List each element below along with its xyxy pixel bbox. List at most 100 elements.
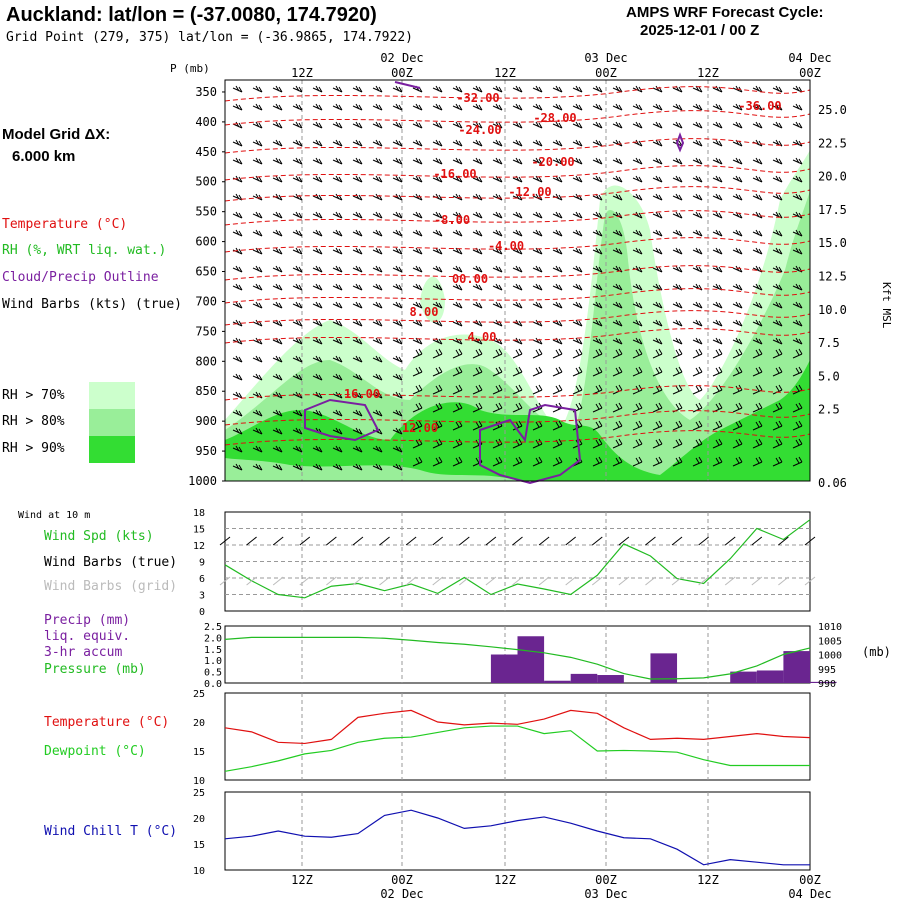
wind-barb [572, 193, 583, 201]
surface-wind-barb [326, 536, 337, 546]
wind-barb [292, 211, 303, 219]
temperature-contour [224, 385, 811, 401]
wind-barb [492, 157, 503, 165]
wind-barb [412, 384, 423, 395]
wind-barb [412, 337, 423, 345]
wind-barb [372, 463, 383, 471]
wind-barb [772, 438, 783, 449]
pressure-tick-label: 1005 [818, 636, 842, 647]
kft-tick-label: 17.5 [818, 203, 847, 217]
wind-barb [752, 402, 763, 413]
wind-barb [392, 283, 403, 291]
wind-barb [572, 348, 583, 359]
wind-barb [612, 229, 623, 237]
wind-barb [292, 247, 303, 255]
wind-barb [452, 366, 463, 377]
wind-barb [432, 366, 443, 377]
wind-barb [352, 283, 363, 291]
rh-legend: RH (%, WRT liq. wat.) [2, 243, 167, 258]
wind-barb [732, 438, 743, 449]
wind-barb [372, 355, 383, 363]
wind-barb [452, 301, 463, 309]
grid-wind-barb [591, 576, 603, 586]
wind-tick-label: 9 [199, 558, 205, 569]
wind-barb [412, 348, 423, 359]
wind-barb [672, 438, 683, 449]
wind-barb [372, 445, 383, 453]
wind-barb [572, 85, 583, 93]
wind-barb [672, 193, 683, 201]
wind-barb [292, 103, 303, 111]
wind-barb [412, 438, 423, 449]
wind-barb [752, 438, 763, 449]
wind-barb [732, 456, 743, 467]
wind-legend: Wind Barbs (kts) (true) [2, 297, 183, 312]
temperature-line [224, 709, 811, 745]
surface-wind-barb [272, 536, 284, 546]
temperature-tick-label: 25 [193, 689, 205, 700]
wind-barb [312, 211, 323, 219]
wind-barb [572, 337, 583, 345]
wind-barb [612, 456, 623, 467]
wind-barb [532, 265, 543, 273]
temperature-contour-label: -12.00 [508, 185, 551, 199]
kft-tick-label: 20.0 [818, 170, 847, 184]
wind-barb [432, 85, 443, 93]
wind-barb [572, 139, 583, 147]
wind-barb [512, 348, 523, 359]
wind-barb [752, 229, 763, 237]
wind-barb [412, 366, 423, 377]
wind-barb [752, 247, 763, 255]
wind-barb [392, 355, 403, 363]
wind-barb [352, 85, 363, 93]
wind-barb [432, 420, 443, 431]
wind-barb [392, 193, 403, 201]
wind-barb [552, 420, 563, 431]
wind-barb [472, 420, 483, 431]
accum-label: 3-hr accum [44, 645, 123, 660]
wind-barb [532, 229, 543, 237]
wind-barb [692, 319, 703, 327]
wind-barb [292, 445, 303, 453]
grid-wind-barb [751, 576, 763, 586]
bottom-date-label: 02 Dec [380, 887, 423, 900]
surface-wind-barb [432, 536, 444, 546]
wind-barb [232, 121, 243, 129]
wind-barb [792, 456, 803, 467]
wind-barb [292, 355, 303, 363]
wind-barb [612, 301, 623, 309]
wind-barb [512, 384, 523, 395]
wind-barb [552, 139, 563, 147]
wind-barb [372, 103, 383, 111]
wind-barb [292, 301, 303, 309]
wind-barb [452, 157, 463, 165]
surface-wind-barb [538, 536, 550, 546]
wind-barb [712, 229, 723, 237]
wind-barb [632, 283, 643, 291]
wind-barb [372, 121, 383, 129]
wind-barb [312, 301, 323, 309]
wind-barb [592, 229, 603, 237]
wind-barb [272, 139, 283, 147]
wind-barb [692, 175, 703, 183]
temperature-contour-label: -16.00 [433, 167, 476, 181]
wind-barb [772, 301, 783, 309]
wind-barb [772, 402, 783, 413]
wind-barb [732, 301, 743, 309]
wind-barb [412, 420, 423, 431]
wind-barb [392, 247, 403, 255]
wind-barb [712, 193, 723, 201]
wind-barb [672, 337, 683, 345]
wind-barb [492, 229, 503, 237]
precip-bar [730, 671, 757, 683]
wind-barb [792, 366, 803, 377]
wind-barb [372, 211, 383, 219]
grid-wind-barb [432, 576, 444, 586]
wind-barb [472, 402, 483, 413]
wind-barb [272, 283, 283, 291]
grid-wind-barb [352, 576, 364, 586]
model-grid-value: 6.000 km [12, 148, 76, 165]
temperature-contour-label: -32.00 [456, 91, 499, 105]
wind-barb [312, 373, 323, 381]
wind-barb [272, 355, 283, 363]
